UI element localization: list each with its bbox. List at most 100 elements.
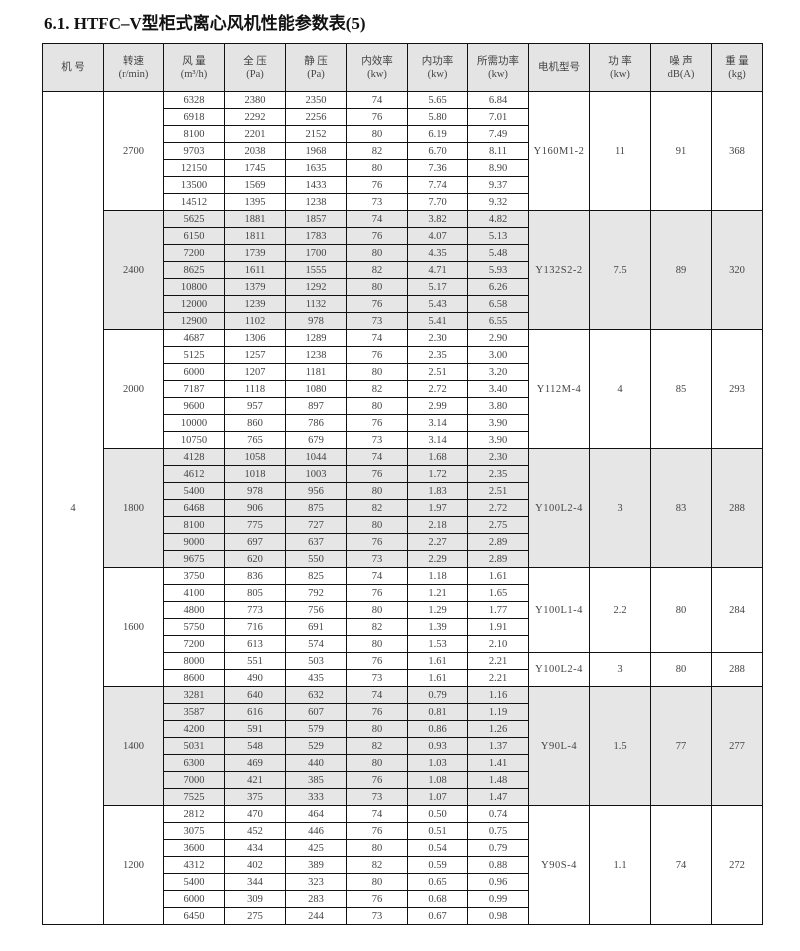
internal-efficiency-cell: 76 xyxy=(346,890,408,908)
static-pressure-cell: 1968 xyxy=(285,142,347,160)
static-pressure-cell: 389 xyxy=(285,856,347,874)
internal-efficiency-cell: 82 xyxy=(346,142,408,160)
total-pressure-cell: 613 xyxy=(224,635,286,653)
internal-power-cell: 2.18 xyxy=(407,516,468,534)
header-motor-power: 功 率 (kw) xyxy=(589,43,651,92)
internal-power-cell: 1.08 xyxy=(407,771,468,789)
static-pressure-cell: 323 xyxy=(285,873,347,891)
airflow-cell: 13500 xyxy=(163,176,225,194)
total-pressure-cell: 620 xyxy=(224,550,286,568)
required-power-cell: 6.55 xyxy=(467,312,529,330)
internal-power-cell: 4.07 xyxy=(407,227,468,245)
static-pressure-cell: 550 xyxy=(285,550,347,568)
static-pressure-cell: 529 xyxy=(285,737,347,755)
internal-efficiency-cell: 74 xyxy=(346,210,408,228)
required-power-cell: 0.79 xyxy=(467,839,529,857)
header-internal-efficiency-unit: (kw) xyxy=(367,68,387,80)
total-pressure-cell: 1102 xyxy=(224,312,286,330)
airflow-cell: 3075 xyxy=(163,822,225,840)
internal-power-cell: 1.03 xyxy=(407,754,468,772)
motor-power-cell: 1.1 xyxy=(589,805,651,925)
internal-power-cell: 2.30 xyxy=(407,329,468,347)
required-power-cell: 5.13 xyxy=(467,227,529,245)
table-row: 6300 469 440 80 1.03 1.41 xyxy=(43,754,763,772)
internal-efficiency-cell: 76 xyxy=(346,295,408,313)
header-noise-unit: dB(A) xyxy=(667,68,695,80)
airflow-cell: 12000 xyxy=(163,295,225,313)
internal-power-cell: 1.21 xyxy=(407,584,468,602)
internal-power-cell: 5.80 xyxy=(407,108,468,126)
table-row: 7187 1118 1080 82 2.72 3.40 xyxy=(43,380,763,398)
header-speed-label: 转速 xyxy=(123,55,144,67)
internal-power-cell: 4.71 xyxy=(407,261,468,279)
required-power-cell: 0.74 xyxy=(467,805,529,823)
required-power-cell: 2.30 xyxy=(467,448,529,466)
header-machine-no-label: 机 号 xyxy=(61,62,85,73)
table-row: 8100 2201 2152 80 6.19 7.49 xyxy=(43,125,763,143)
table-row: 14512 1395 1238 73 7.70 9.32 xyxy=(43,193,763,211)
airflow-cell: 7000 xyxy=(163,771,225,789)
total-pressure-cell: 978 xyxy=(224,482,286,500)
internal-power-cell: 5.43 xyxy=(407,295,468,313)
airflow-cell: 5031 xyxy=(163,737,225,755)
internal-efficiency-cell: 80 xyxy=(346,601,408,619)
static-pressure-cell: 1238 xyxy=(285,193,347,211)
static-pressure-cell: 756 xyxy=(285,601,347,619)
table-row: 6150 1811 1783 76 4.07 5.13 xyxy=(43,227,763,245)
internal-efficiency-cell: 80 xyxy=(346,516,408,534)
required-power-cell: 2.89 xyxy=(467,533,529,551)
noise-cell: 77 xyxy=(650,686,712,806)
header-total-pressure-label: 全 压 xyxy=(243,55,267,67)
page-title: 6.1. HTFC–V型柜式离心风机性能参数表(5) xyxy=(44,14,366,33)
table-row: 5031 548 529 82 0.93 1.37 xyxy=(43,737,763,755)
speed-cell: 2400 xyxy=(103,210,164,330)
required-power-cell: 1.61 xyxy=(467,567,529,585)
required-power-cell: 2.75 xyxy=(467,516,529,534)
required-power-cell: 2.90 xyxy=(467,329,529,347)
static-pressure-cell: 1080 xyxy=(285,380,347,398)
internal-power-cell: 5.17 xyxy=(407,278,468,296)
motor-model-cell: Y90S-4 xyxy=(528,805,590,925)
total-pressure-cell: 344 xyxy=(224,873,286,891)
total-pressure-cell: 309 xyxy=(224,890,286,908)
header-internal-efficiency: 内效率 (kw) xyxy=(346,43,408,92)
required-power-cell: 7.49 xyxy=(467,125,529,143)
total-pressure-cell: 469 xyxy=(224,754,286,772)
header-airflow-unit: (m³/h) xyxy=(180,68,208,80)
static-pressure-cell: 1700 xyxy=(285,244,347,262)
internal-efficiency-cell: 80 xyxy=(346,397,408,415)
internal-power-cell: 0.93 xyxy=(407,737,468,755)
weight-cell: 368 xyxy=(711,91,763,211)
table-row: 12150 1745 1635 80 7.36 8.90 xyxy=(43,159,763,177)
static-pressure-cell: 978 xyxy=(285,312,347,330)
required-power-cell: 8.11 xyxy=(467,142,529,160)
internal-power-cell: 2.51 xyxy=(407,363,468,381)
airflow-cell: 10750 xyxy=(163,431,225,449)
weight-cell: 284 xyxy=(711,567,763,653)
internal-power-cell: 6.70 xyxy=(407,142,468,160)
internal-power-cell: 0.68 xyxy=(407,890,468,908)
total-pressure-cell: 1569 xyxy=(224,176,286,194)
airflow-cell: 6150 xyxy=(163,227,225,245)
header-internal-power-label: 内功率 xyxy=(421,55,454,67)
internal-efficiency-cell: 73 xyxy=(346,550,408,568)
airflow-cell: 4312 xyxy=(163,856,225,874)
table-row: 3600 434 425 80 0.54 0.79 xyxy=(43,839,763,857)
table-row: 7200 613 574 80 1.53 2.10 xyxy=(43,635,763,653)
static-pressure-cell: 435 xyxy=(285,669,347,687)
airflow-cell: 10000 xyxy=(163,414,225,432)
table-row: 5750 716 691 82 1.39 1.91 xyxy=(43,618,763,636)
internal-efficiency-cell: 80 xyxy=(346,839,408,857)
motor-power-cell: 7.5 xyxy=(589,210,651,330)
airflow-cell: 6000 xyxy=(163,890,225,908)
static-pressure-cell: 425 xyxy=(285,839,347,857)
airflow-cell: 8100 xyxy=(163,516,225,534)
table-row: 1600 3750 836 825 74 1.18 1.61 Y100L1-4 2.2 80 284 xyxy=(43,567,763,687)
header-static-pressure-label: 静 压 xyxy=(304,55,328,67)
table-row: 1800 4128 1058 1044 74 1.68 2.30 Y100L2-4 3 83 288 xyxy=(43,448,763,568)
weight-cell: 288 xyxy=(711,652,763,687)
header-required-power: 所需功率 (kw) xyxy=(467,43,529,92)
internal-efficiency-cell: 76 xyxy=(346,652,408,670)
required-power-cell: 0.75 xyxy=(467,822,529,840)
internal-efficiency-cell: 74 xyxy=(346,329,408,347)
